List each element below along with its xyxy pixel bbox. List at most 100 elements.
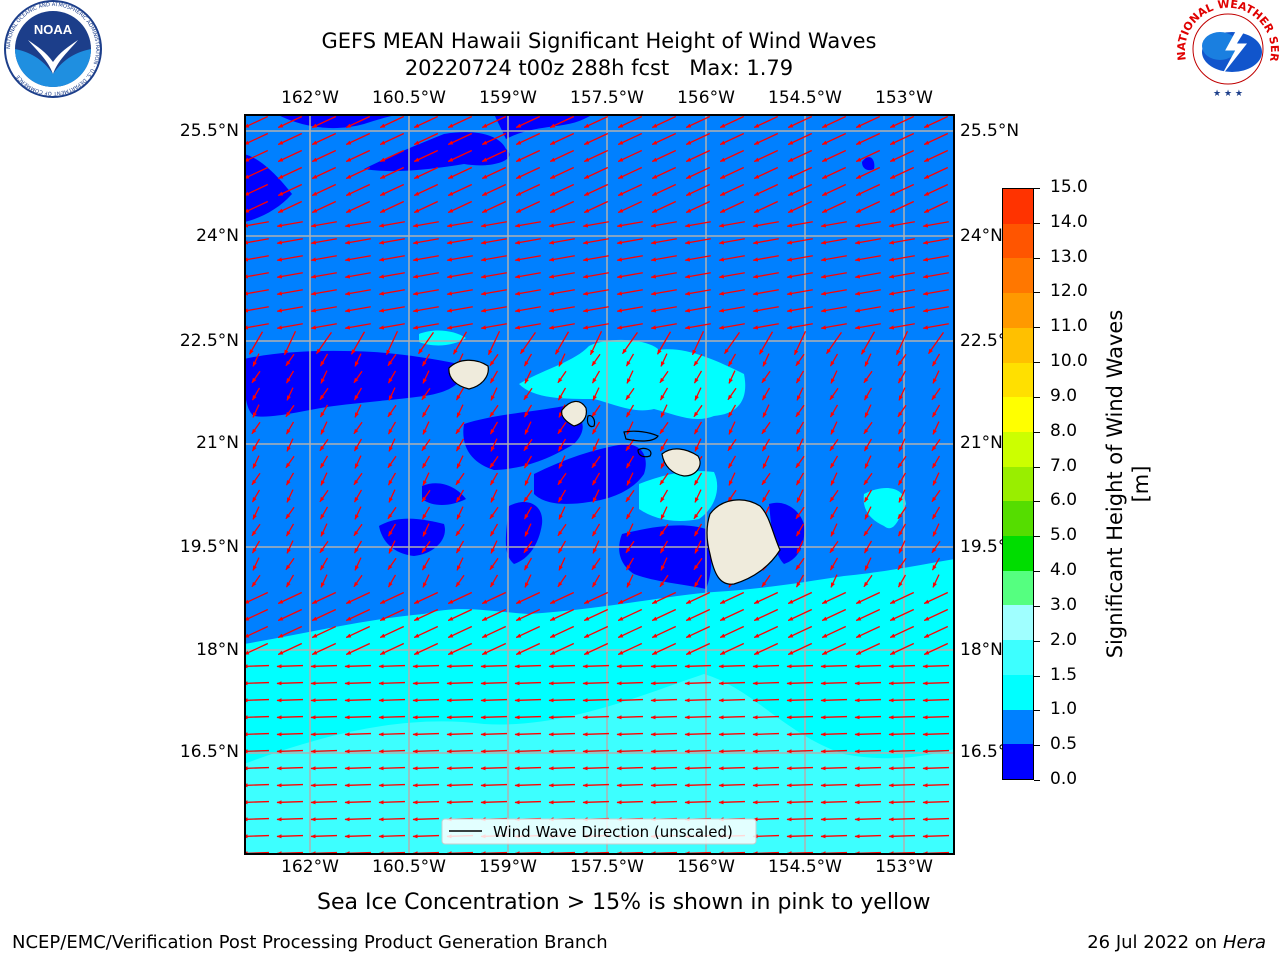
wind-wave-arrow: [378, 306, 405, 313]
wind-wave-arrow: [480, 732, 508, 737]
wave-field-low: [862, 157, 875, 171]
wind-wave-arrow: [310, 800, 338, 805]
colorbar-tick-label: 6.0: [1050, 490, 1078, 511]
wind-wave-arrow: [244, 834, 270, 839]
wind-wave-arrow: [412, 749, 440, 754]
wind-wave-arrow: [625, 387, 635, 401]
wind-wave-arrow: [854, 238, 881, 245]
wind-wave-arrow: [515, 183, 541, 197]
wind-wave-arrow: [285, 404, 295, 418]
wind-wave-arrow: [650, 323, 677, 330]
wind-wave-arrow: [514, 289, 541, 296]
wind-wave-arrow: [761, 472, 771, 486]
wind-wave-arrow: [244, 681, 270, 686]
noaa-logo-text: NOAA: [34, 22, 73, 37]
wind-wave-arrow: [854, 732, 882, 737]
colorbar-segment: [1003, 674, 1033, 710]
wind-wave-arrow: [762, 353, 770, 367]
wind-wave-arrow: [344, 834, 372, 839]
wind-wave-arrow: [480, 238, 507, 245]
wind-wave-arrow: [693, 574, 703, 588]
wind-wave-arrow: [889, 625, 915, 639]
wind-wave-arrow: [412, 306, 439, 313]
wind-wave-arrow: [855, 183, 881, 197]
wind-wave-arrow: [490, 438, 498, 452]
wind-wave-arrow: [752, 800, 780, 805]
wind-wave-arrow: [932, 370, 940, 384]
wind-wave-arrow: [753, 642, 779, 656]
wind-wave-arrow: [922, 255, 949, 262]
wind-wave-arrow: [753, 200, 779, 214]
wind-wave-arrow: [863, 489, 873, 503]
wind-wave-arrow: [523, 489, 533, 503]
wind-wave-arrow: [650, 664, 678, 669]
colorbar-tick-mark: [1034, 466, 1040, 468]
wind-wave-arrow: [923, 115, 949, 129]
wind-wave-arrow: [923, 166, 949, 180]
wind-wave-arrow: [310, 715, 338, 720]
wind-wave-arrow: [889, 591, 915, 605]
wind-wave-arrow: [684, 698, 712, 703]
wind-wave-arrow: [795, 455, 805, 469]
wind-wave-arrow: [244, 625, 269, 639]
wind-wave-arrow: [888, 681, 916, 686]
wind-wave-arrow: [548, 749, 576, 754]
wind-wave-arrow: [515, 642, 541, 656]
wind-wave-arrow: [319, 438, 329, 452]
wind-wave-arrow: [455, 387, 465, 401]
wind-wave-arrow: [795, 421, 805, 435]
wind-wave-arrow: [889, 200, 915, 214]
wind-wave-arrow: [830, 523, 838, 537]
wind-wave-arrow: [378, 289, 405, 296]
wind-wave-arrow: [549, 149, 575, 163]
wind-wave-arrow: [693, 557, 703, 571]
colorbar-tick-label: 0.0: [1050, 769, 1078, 789]
wind-wave-arrow: [922, 238, 949, 245]
wind-wave-arrow: [793, 330, 807, 356]
wind-wave-arrow: [310, 681, 338, 686]
wind-wave-arrow: [821, 591, 847, 605]
wind-wave-arrow: [616, 255, 643, 262]
wind-wave-arrow: [413, 183, 439, 197]
wind-wave-arrow: [897, 557, 907, 571]
wind-wave-arrow: [320, 523, 328, 537]
wind-wave-arrow: [277, 166, 303, 180]
wind-wave-arrow: [898, 387, 906, 401]
wind-wave-arrow: [354, 506, 362, 520]
wind-wave-arrow: [251, 540, 261, 554]
wind-wave-arrow: [548, 664, 576, 669]
wind-wave-arrow: [514, 681, 542, 686]
wind-wave-arrow: [480, 698, 508, 703]
wind-wave-arrow: [761, 387, 771, 401]
colorbar-tick-label: 1.0: [1050, 699, 1078, 720]
wind-wave-arrow: [617, 625, 643, 639]
wind-wave-arrow: [452, 331, 468, 355]
wind-wave-arrow: [244, 800, 270, 805]
colorbar-tick-mark: [1034, 327, 1040, 329]
wind-wave-arrow: [514, 732, 542, 737]
wind-wave-arrow: [616, 749, 644, 754]
wind-wave-arrow: [728, 421, 736, 435]
wind-wave-arrow: [829, 353, 839, 367]
wind-wave-arrow: [378, 323, 405, 330]
wind-wave-arrow: [761, 438, 771, 452]
wind-wave-arrow: [379, 608, 405, 622]
wind-wave-arrow: [753, 591, 779, 605]
wind-wave-arrow: [626, 523, 634, 537]
wind-wave-arrow: [786, 766, 814, 771]
wind-wave-arrow: [820, 715, 848, 720]
lat-tick-left: 21°N: [196, 433, 239, 453]
wind-wave-arrow: [549, 608, 575, 622]
wind-wave-arrow: [660, 353, 668, 367]
wind-wave-arrow: [787, 183, 813, 197]
wind-wave-arrow: [616, 289, 643, 296]
wind-wave-arrow: [277, 625, 303, 639]
wind-wave-arrow: [922, 817, 950, 822]
wind-wave-arrow: [480, 681, 508, 686]
wind-wave-arrow: [659, 540, 669, 554]
wind-wave-arrow: [447, 200, 473, 214]
wind-wave-arrow: [758, 331, 774, 355]
wind-wave-arrow: [481, 608, 507, 622]
wind-wave-arrow: [490, 489, 498, 503]
wind-wave-arrow: [592, 438, 600, 452]
